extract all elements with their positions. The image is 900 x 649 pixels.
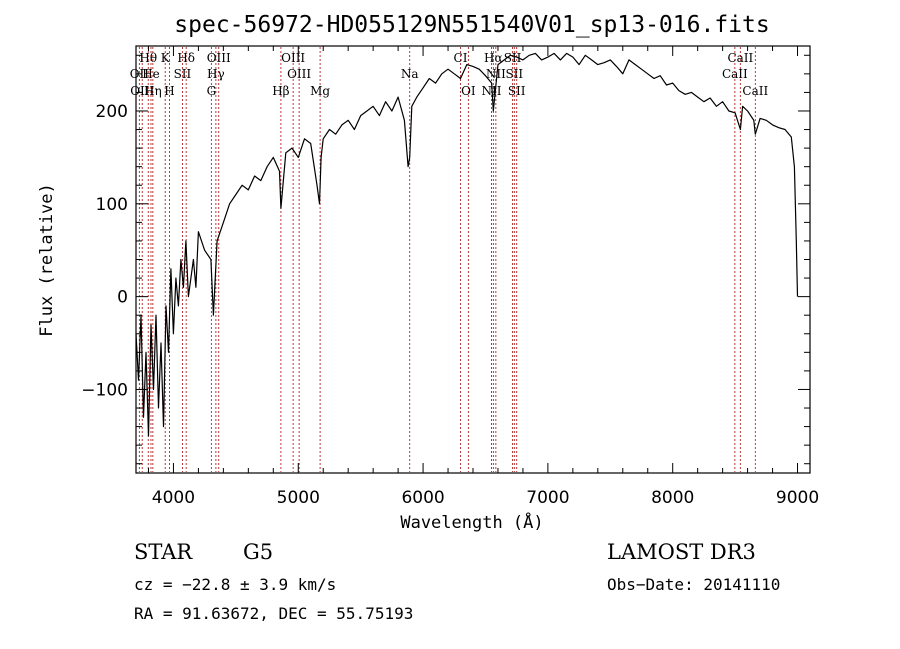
line-id-label: Hδ	[177, 51, 195, 65]
y-tick-label: −100	[81, 380, 128, 400]
line-id-label: G	[207, 84, 217, 98]
line-id-label: OIII	[281, 51, 305, 65]
y-tick-label: 200	[96, 102, 128, 122]
line-id-markers	[138, 47, 756, 472]
spectrum-line	[135, 52, 799, 437]
line-id-label: Hθ	[139, 51, 157, 65]
x-tick-label: 4000	[152, 488, 195, 508]
y-tick-label: 0	[117, 288, 128, 308]
line-id-label: H	[164, 84, 174, 98]
plot-frame	[135, 45, 811, 474]
y-axis-label: Flux (relative)	[37, 183, 57, 337]
survey-name: LAMOST DR3	[607, 540, 756, 564]
x-axis-label: Wavelength (Å)	[400, 511, 543, 533]
y-axis: −100 0 100 200	[81, 54, 810, 465]
chart-title: spec-56972-HD055129N551540V01_sp13-016.f…	[174, 12, 769, 38]
line-id-label: Hβ	[272, 84, 289, 98]
line-id-label: Hα	[484, 51, 503, 65]
line-id-label: SII	[505, 67, 523, 81]
line-id-label: He	[142, 67, 160, 81]
line-id-label: SII	[174, 67, 192, 81]
redshift-cz: cz = −22.8 ± 3.9 km/s	[134, 575, 337, 594]
line-id-label: OIII	[287, 67, 311, 81]
x-axis: 4000 5000 6000 7000 8000 9000	[147, 46, 819, 508]
line-id-label: OIII	[207, 51, 231, 65]
coordinates: RA = 91.63672, DEC = 55.75193	[134, 604, 414, 623]
line-id-label: CaII	[722, 67, 748, 81]
line-id-label: Hη	[144, 84, 162, 98]
x-tick-label: 8000	[651, 488, 694, 508]
line-id-label: SII	[504, 51, 522, 65]
line-id-label: CI	[454, 51, 468, 65]
star-class: STAR	[134, 540, 193, 564]
line-id-label: Mg	[310, 84, 330, 98]
x-tick-label: 6000	[401, 488, 444, 508]
star-subclass: G5	[243, 540, 274, 564]
line-id-label: NII	[486, 67, 506, 81]
x-tick-label: 5000	[277, 488, 320, 508]
line-id-label: CaII	[727, 51, 753, 65]
x-tick-label: 9000	[776, 488, 819, 508]
line-id-label: Na	[401, 67, 419, 81]
line-id-label: K	[161, 51, 171, 65]
obs-date: Obs−Date: 20141110	[607, 575, 781, 594]
line-id-label: SII	[508, 84, 526, 98]
y-tick-label: 100	[96, 195, 128, 215]
line-id-label: Hγ	[207, 67, 225, 81]
line-id-label: CaII	[742, 84, 768, 98]
line-id-label: OI	[461, 84, 476, 98]
x-tick-label: 7000	[526, 488, 569, 508]
